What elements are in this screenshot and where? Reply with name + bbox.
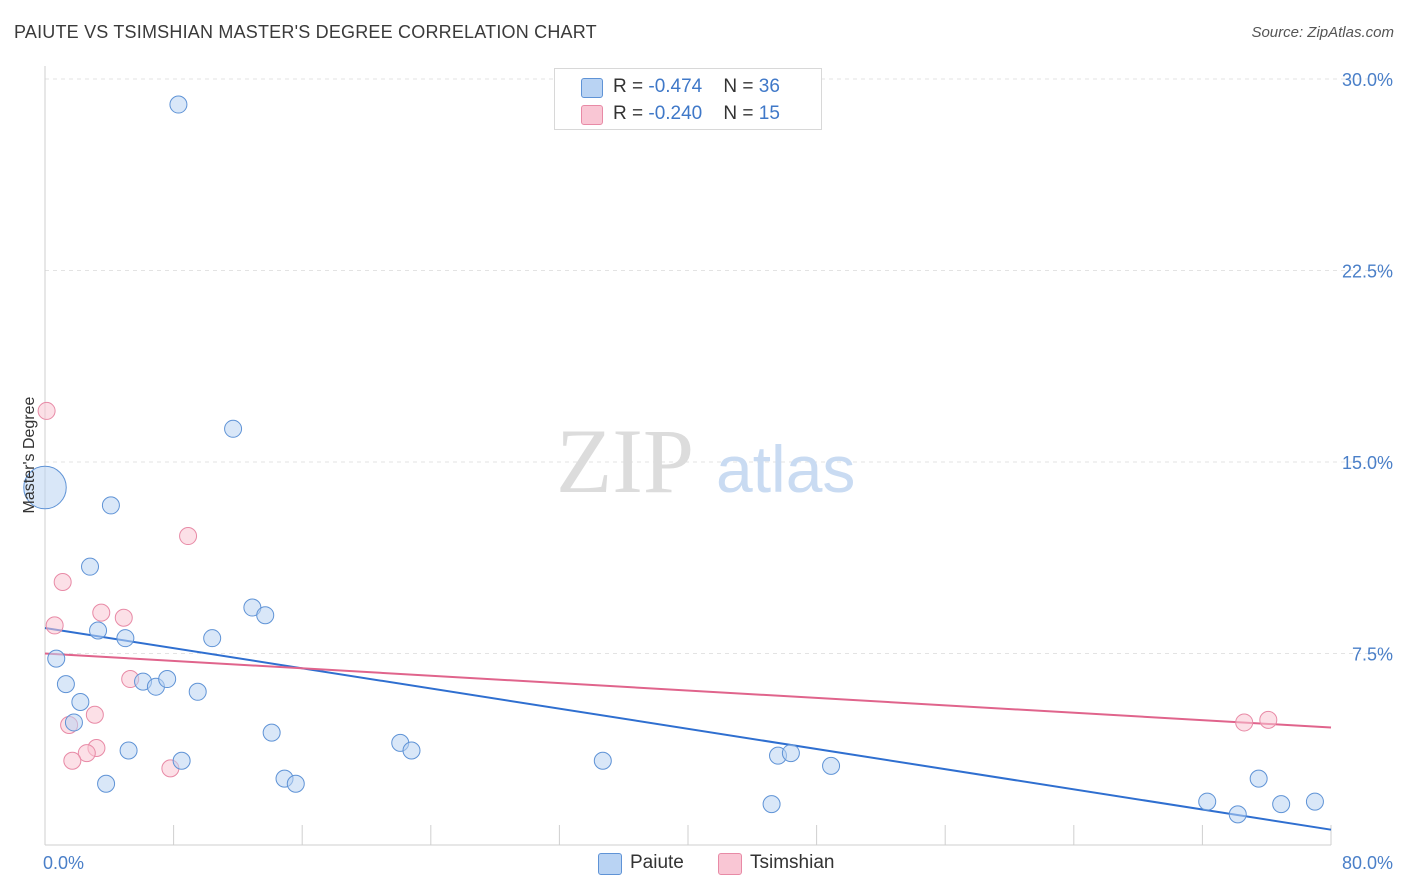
paiute-point-14 (158, 670, 177, 689)
paiute-point-16 (71, 693, 90, 712)
tsimshian-point-13 (1235, 713, 1254, 732)
tsimshian-point-10 (77, 744, 96, 763)
paiute-point-28 (286, 774, 305, 793)
source-label: Source: ZipAtlas.com (1251, 24, 1394, 41)
tsimshian-trend-line (44, 652, 1332, 729)
legend-tsimshian-n-value: 15 (758, 103, 780, 124)
paiute-point-3 (101, 496, 120, 515)
paiute-point-15 (188, 682, 207, 701)
paiute-point-35 (1305, 792, 1324, 811)
paiute-point-9 (203, 629, 222, 648)
tsimshian-swatch (581, 105, 603, 125)
grid-layer (45, 78, 1392, 654)
tsimshian-point-0 (37, 401, 56, 420)
watermark-zip: ZIP (556, 410, 694, 512)
paiute-trend-line (44, 626, 1332, 831)
paiute-point-17 (64, 713, 83, 732)
tsimshian-point-7 (85, 705, 104, 724)
paiute-point-2 (224, 419, 243, 438)
y-tick-label-3: 30.0% (1342, 70, 1393, 90)
points-layer (23, 95, 1324, 824)
y-tick-label-2: 22.5% (1342, 262, 1393, 282)
paiute-legend-swatch (598, 853, 622, 875)
paiute-point-32 (1198, 792, 1217, 811)
paiute-point-30 (1249, 769, 1268, 788)
paiute-point-11 (56, 675, 75, 694)
legend-tsimshian-n-label: N = (723, 103, 759, 124)
tsimshian-point-5 (45, 616, 64, 635)
tsimshian-legend-label: Tsimshian (750, 852, 835, 873)
paiute-swatch (581, 78, 603, 98)
paiute-point-20 (402, 741, 421, 760)
chart-title: PAIUTE VS TSIMSHIAN MASTER'S DEGREE CORR… (14, 22, 597, 42)
paiute-point-1 (169, 95, 188, 114)
legend-paiute-n-value: 36 (758, 76, 780, 97)
paiute-point-18 (262, 723, 281, 742)
paiute-legend-label: Paiute (630, 852, 684, 873)
legend-tsimshian-r-value: -0.240 (648, 103, 703, 124)
y-tick-label-1: 15.0% (1342, 453, 1393, 473)
paiute-point-34 (1272, 795, 1291, 814)
paiute-point-29 (97, 774, 116, 793)
paiute-point-0 (23, 465, 67, 510)
paiute-point-26 (822, 756, 841, 775)
paiute-point-10 (47, 649, 66, 668)
tsimshian-point-14 (1259, 710, 1278, 729)
watermark: ZIP atlas (556, 410, 855, 512)
tsimshian-point-3 (92, 603, 111, 622)
paiute-point-6 (256, 606, 275, 625)
trend-layer (44, 626, 1332, 831)
legend-tsimshian-text: R = -0.240 N = 15 (613, 103, 780, 125)
legend-paiute-text: R = -0.474 N = 36 (613, 76, 780, 98)
paiute-point-22 (172, 751, 191, 770)
y-axis-label: Master's Degree (21, 396, 38, 513)
x-tick-label-min: 0.0% (43, 853, 84, 873)
paiute-point-7 (89, 621, 108, 640)
y-tick-label-0: 7.5% (1352, 645, 1393, 665)
paiute-point-8 (116, 629, 135, 648)
paiute-point-31 (762, 795, 781, 814)
legend-tsimshian-r-label: R = (613, 103, 649, 124)
watermark-atlas: atlas (716, 432, 855, 506)
paiute-point-23 (593, 751, 612, 770)
legend-paiute-r-value: -0.474 (648, 76, 703, 97)
tick-label-layer: 7.5% 15.0% 22.5% 30.0% 0.0% 80.0% (43, 70, 1393, 873)
x-tick-label-max: 80.0% (1342, 853, 1393, 873)
tsimshian-point-1 (179, 527, 198, 546)
paiute-point-4 (81, 557, 100, 576)
paiute-point-25 (781, 744, 800, 763)
legend-paiute-n-label: N = (723, 76, 759, 97)
paiute-point-21 (119, 741, 138, 760)
tsimshian-point-2 (53, 573, 72, 592)
tsimshian-legend-swatch (718, 853, 742, 875)
legend-paiute-r-label: R = (613, 76, 649, 97)
tsimshian-point-4 (114, 608, 133, 627)
paiute-point-33 (1228, 805, 1247, 824)
stats-legend: R = -0.474 N = 36 R = -0.240 N = 15 (554, 68, 822, 130)
axes-layer (44, 66, 1332, 846)
tsimshian-point-11 (63, 751, 82, 770)
